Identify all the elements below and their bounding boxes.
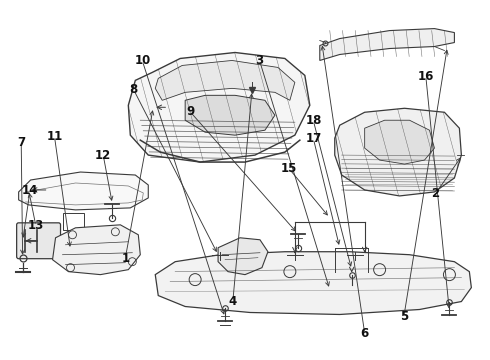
- Text: 6: 6: [361, 327, 369, 340]
- Polygon shape: [320, 28, 454, 60]
- Text: 10: 10: [134, 54, 150, 67]
- Text: 2: 2: [432, 187, 440, 200]
- Text: 18: 18: [305, 114, 321, 127]
- Text: 8: 8: [129, 83, 138, 96]
- Text: 9: 9: [186, 105, 195, 118]
- Text: 4: 4: [229, 296, 237, 309]
- Text: 1: 1: [121, 252, 129, 265]
- Text: 5: 5: [400, 310, 408, 324]
- Text: 12: 12: [95, 149, 111, 162]
- Text: 11: 11: [47, 130, 63, 143]
- Text: 7: 7: [17, 136, 25, 149]
- Text: 17: 17: [305, 132, 321, 145]
- Text: 16: 16: [417, 69, 434, 82]
- Polygon shape: [128, 53, 310, 162]
- Polygon shape: [52, 225, 140, 275]
- FancyBboxPatch shape: [17, 223, 61, 259]
- Text: 15: 15: [281, 162, 297, 175]
- Polygon shape: [335, 108, 462, 196]
- Text: 13: 13: [28, 219, 44, 233]
- Text: 14: 14: [22, 184, 38, 197]
- Polygon shape: [155, 60, 295, 100]
- Polygon shape: [155, 252, 471, 315]
- Polygon shape: [185, 95, 275, 135]
- Polygon shape: [218, 238, 268, 275]
- Polygon shape: [19, 172, 148, 210]
- Text: 3: 3: [256, 54, 264, 67]
- Bar: [63, 213, 84, 230]
- Polygon shape: [365, 120, 435, 164]
